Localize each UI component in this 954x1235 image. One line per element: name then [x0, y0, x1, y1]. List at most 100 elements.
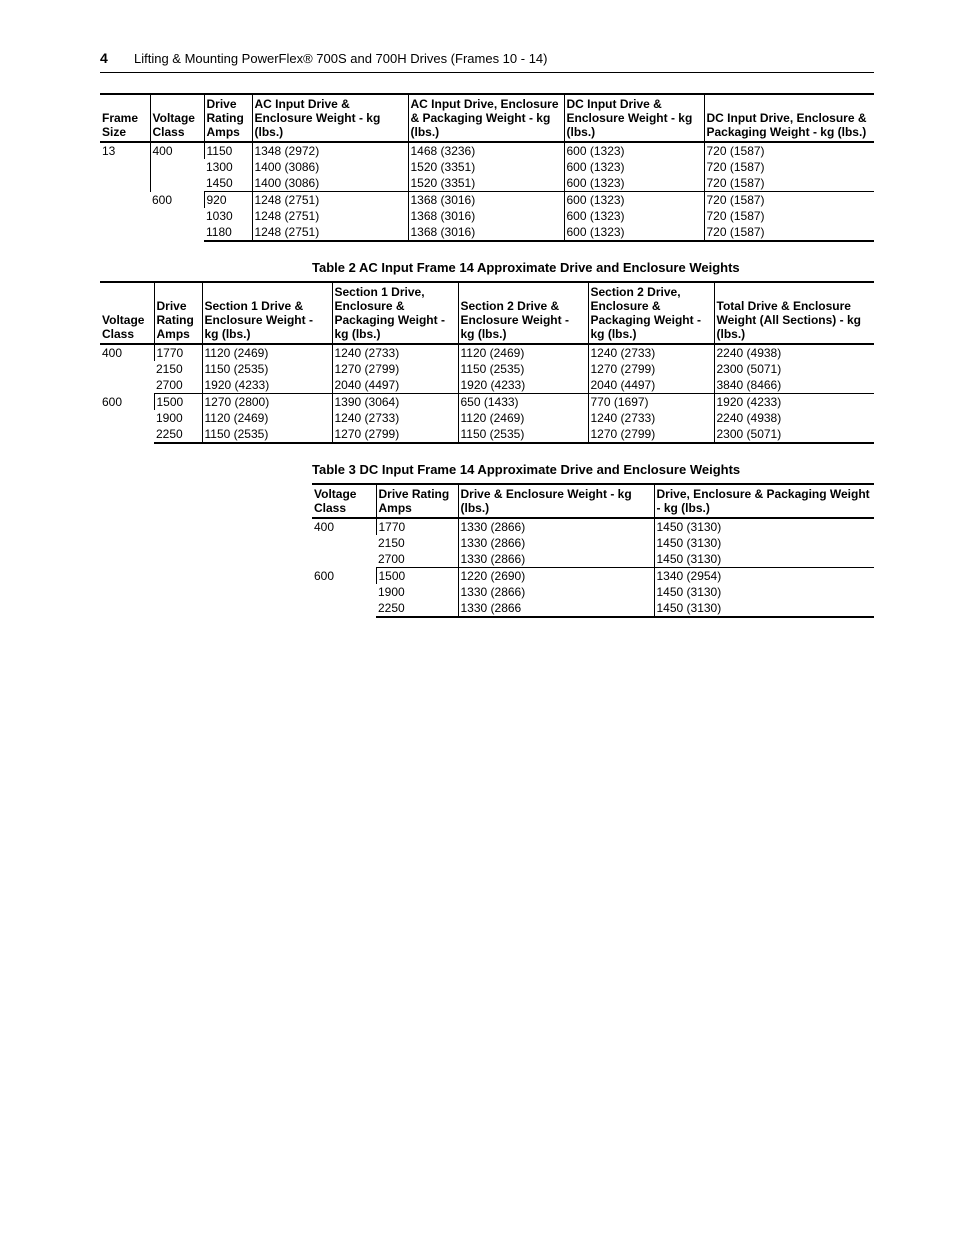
cell-value: 720 (1587)	[704, 224, 874, 241]
cell-voltage-class: 400	[100, 344, 154, 394]
cell-value: 1348 (2972)	[252, 142, 408, 159]
cell-value: 1120 (2469)	[458, 410, 588, 426]
table3-col-header: Drive Rating Amps	[376, 484, 458, 518]
cell-value: 770 (1697)	[588, 394, 714, 411]
table2-body: 40017701120 (2469)1240 (2733)1120 (2469)…	[100, 344, 874, 443]
cell-value: 1120 (2469)	[458, 344, 588, 361]
table-row: 11801248 (2751)1368 (3016)600 (1323)720 …	[100, 224, 874, 241]
table2-col-header: Drive Rating Amps	[154, 282, 202, 344]
cell-value: 1248 (2751)	[252, 224, 408, 241]
cell-value: 650 (1433)	[458, 394, 588, 411]
table-row: 21501330 (2866)1450 (3130)	[312, 535, 874, 551]
table-row: 1340011501348 (2972)1468 (3236)600 (1323…	[100, 142, 874, 159]
cell-voltage-class: 400	[150, 142, 204, 192]
cell-value: 1240 (2733)	[332, 410, 458, 426]
cell-value: 1120 (2469)	[202, 410, 332, 426]
cell-value: 1520 (3351)	[408, 159, 564, 175]
cell-value: 1330 (2866)	[458, 518, 654, 535]
page: 4 Lifting & Mounting PowerFlex® 700S and…	[0, 0, 954, 1235]
cell-value: 2150	[154, 361, 202, 377]
table2-col-header: Section 2 Drive & Enclosure Weight - kg …	[458, 282, 588, 344]
table3-col-header: Drive, Enclosure & Packaging Weight - kg…	[654, 484, 874, 518]
cell-value: 2040 (4497)	[588, 377, 714, 394]
cell-value: 1248 (2751)	[252, 192, 408, 209]
cell-value: 1450	[204, 175, 252, 192]
cell-value: 1330 (2866)	[458, 551, 654, 568]
cell-value: 1150 (2535)	[202, 361, 332, 377]
table-row: 19001330 (2866)1450 (3130)	[312, 584, 874, 600]
cell-value: 2250	[376, 600, 458, 617]
cell-value: 1330 (2866)	[458, 584, 654, 600]
cell-value: 1400 (3086)	[252, 159, 408, 175]
cell-value: 1300	[204, 159, 252, 175]
table3-caption: Table 3 DC Input Frame 14 Approximate Dr…	[312, 462, 874, 477]
cell-value: 1248 (2751)	[252, 208, 408, 224]
cell-value: 1150	[204, 142, 252, 159]
cell-value: 600 (1323)	[564, 208, 704, 224]
cell-value: 1368 (3016)	[408, 224, 564, 241]
table-row: 21501150 (2535)1270 (2799)1150 (2535)127…	[100, 361, 874, 377]
table1-head: Frame SizeVoltage ClassDrive Rating Amps…	[100, 94, 874, 142]
table1-col-header: Drive Rating Amps	[204, 94, 252, 142]
cell-value: 2300 (5071)	[714, 361, 874, 377]
table2-col-header: Section 2 Drive, Enclosure & Packaging W…	[588, 282, 714, 344]
cell-value: 1500	[154, 394, 202, 411]
table-row: 14501400 (3086)1520 (3351)600 (1323)720 …	[100, 175, 874, 192]
table2-caption: Table 2 AC Input Frame 14 Approximate Dr…	[312, 260, 874, 275]
cell-value: 720 (1587)	[704, 192, 874, 209]
cell-value: 1150 (2535)	[458, 426, 588, 443]
cell-value: 720 (1587)	[704, 159, 874, 175]
table-row: 27001920 (4233)2040 (4497)1920 (4233)204…	[100, 377, 874, 394]
table-row: 13001400 (3086)1520 (3351)600 (1323)720 …	[100, 159, 874, 175]
cell-value: 1330 (2866)	[458, 535, 654, 551]
table1-body: 1340011501348 (2972)1468 (3236)600 (1323…	[100, 142, 874, 241]
cell-value: 2150	[376, 535, 458, 551]
cell-value: 1240 (2733)	[332, 344, 458, 361]
table-row: 19001120 (2469)1240 (2733)1120 (2469)124…	[100, 410, 874, 426]
cell-value: 2250	[154, 426, 202, 443]
cell-value: 1240 (2733)	[588, 344, 714, 361]
table2-col-header: Section 1 Drive & Enclosure Weight - kg …	[202, 282, 332, 344]
cell-value: 2240 (4938)	[714, 410, 874, 426]
table-row: 10301248 (2751)1368 (3016)600 (1323)720 …	[100, 208, 874, 224]
cell-value: 1920 (4233)	[458, 377, 588, 394]
cell-value: 1368 (3016)	[408, 208, 564, 224]
cell-value: 1450 (3130)	[654, 600, 874, 617]
cell-value: 3840 (8466)	[714, 377, 874, 394]
cell-value: 720 (1587)	[704, 142, 874, 159]
cell-value: 1520 (3351)	[408, 175, 564, 192]
cell-value: 1400 (3086)	[252, 175, 408, 192]
table-row: 22501330 (28661450 (3130)	[312, 600, 874, 617]
page-header: 4 Lifting & Mounting PowerFlex® 700S and…	[100, 50, 874, 73]
cell-value: 2300 (5071)	[714, 426, 874, 443]
cell-voltage-class: 600	[100, 394, 154, 444]
cell-value: 2040 (4497)	[332, 377, 458, 394]
table2-col-header: Section 1 Drive, Enclosure & Packaging W…	[332, 282, 458, 344]
table-row: 22501150 (2535)1270 (2799)1150 (2535)127…	[100, 426, 874, 443]
cell-value: 1220 (2690)	[458, 568, 654, 585]
table2-col-header: Total Drive & Enclosure Weight (All Sect…	[714, 282, 874, 344]
table1-col-header: AC Input Drive & Enclosure Weight - kg (…	[252, 94, 408, 142]
table-frame13-weights: Frame SizeVoltage ClassDrive Rating Amps…	[100, 93, 874, 242]
cell-value: 1270 (2799)	[332, 361, 458, 377]
cell-value: 600 (1323)	[564, 159, 704, 175]
cell-value: 1920 (4233)	[714, 394, 874, 411]
cell-voltage-class: 600	[150, 192, 204, 242]
table-row: 60015001270 (2800)1390 (3064)650 (1433)7…	[100, 394, 874, 411]
table-row: 27001330 (2866)1450 (3130)	[312, 551, 874, 568]
table-row: 60015001220 (2690)1340 (2954)	[312, 568, 874, 585]
cell-value: 1450 (3130)	[654, 518, 874, 535]
cell-value: 1180	[204, 224, 252, 241]
table2-col-header: Voltage Class	[100, 282, 154, 344]
cell-value: 2700	[376, 551, 458, 568]
cell-value: 1368 (3016)	[408, 192, 564, 209]
cell-value: 1920 (4233)	[202, 377, 332, 394]
table1-col-header: AC Input Drive, Enclosure & Packaging We…	[408, 94, 564, 142]
table1-col-header: DC Input Drive, Enclosure & Packaging We…	[704, 94, 874, 142]
table1-col-header: Voltage Class	[150, 94, 204, 142]
cell-value: 720 (1587)	[704, 208, 874, 224]
cell-frame-size: 13	[100, 142, 150, 241]
cell-voltage-class: 400	[312, 518, 376, 568]
cell-value: 1240 (2733)	[588, 410, 714, 426]
cell-value: 920	[204, 192, 252, 209]
